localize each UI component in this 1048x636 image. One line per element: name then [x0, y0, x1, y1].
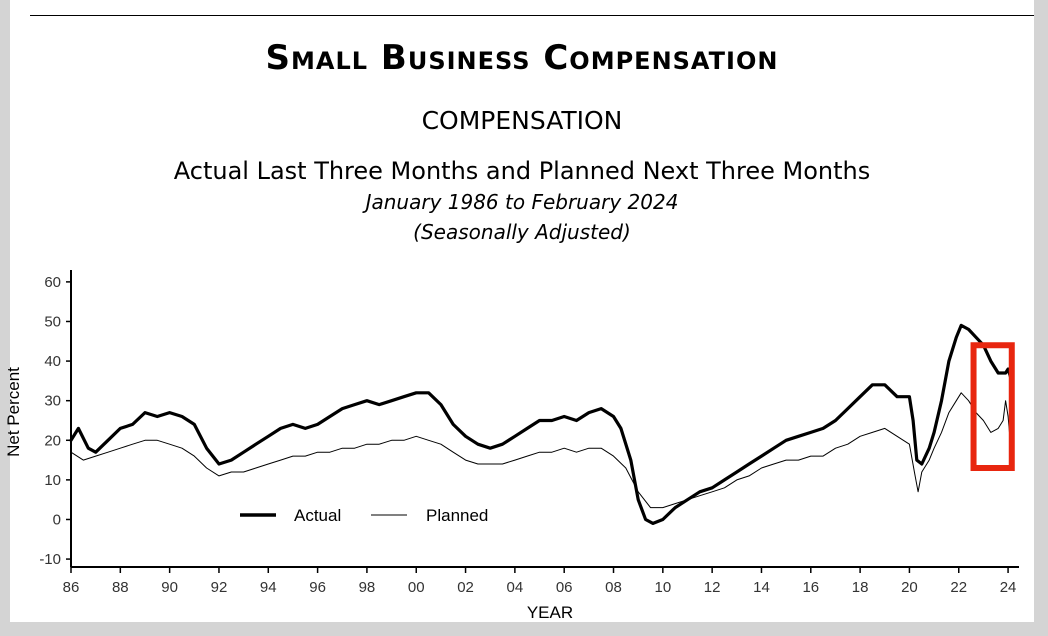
x-tick-label: 00: [408, 579, 425, 596]
x-tick-label: 10: [654, 579, 671, 596]
x-tick-label: 20: [901, 579, 918, 596]
x-tick-label: 02: [457, 579, 474, 596]
y-tick-label: 30: [44, 393, 61, 410]
y-tick-label: -10: [39, 551, 61, 568]
legend-label-planned: Planned: [426, 506, 488, 525]
chart-ticks: -10 0 10 20 30 40 50 60 86 88 90 92 94 96 98 00 02 04 06 08…: [39, 274, 1016, 596]
adjustment-note: (Seasonally Adjusted): [413, 220, 631, 244]
section-subtitle: COMPENSATION: [421, 106, 623, 135]
top-divider: [30, 15, 1034, 16]
x-tick-label: 22: [950, 579, 967, 596]
x-tick-label: 92: [211, 579, 228, 596]
legend-label-actual: Actual: [294, 506, 341, 525]
x-tick-label: 12: [704, 579, 721, 596]
y-axis-title: Net Percent: [4, 367, 23, 457]
page-title: Small Business Compensation: [265, 38, 779, 78]
x-tick-label: 98: [359, 579, 376, 596]
series-line-planned: [70, 392, 1011, 509]
chart-series: [69, 323, 1013, 525]
chart-panel: [10, 0, 1034, 622]
y-tick-label: 0: [53, 511, 61, 528]
chart-description: Actual Last Three Months and Planned Nex…: [173, 157, 871, 185]
x-tick-label: 94: [260, 579, 277, 596]
date-range: January 1986 to February 2024: [365, 190, 679, 214]
x-tick-label: 06: [556, 579, 573, 596]
y-tick-label: 40: [44, 353, 61, 370]
x-tick-label: 90: [161, 579, 178, 596]
x-tick-label: 96: [309, 579, 326, 596]
x-tick-label: 14: [753, 579, 770, 596]
x-tick-label: 18: [852, 579, 869, 596]
highlight-box: [970, 342, 1015, 471]
y-tick-label: 10: [44, 472, 61, 489]
x-tick-label: 04: [507, 579, 524, 596]
series-line-actual: [69, 323, 1013, 525]
x-tick-label: 86: [63, 579, 80, 596]
x-tick-label: 16: [802, 579, 819, 596]
y-tick-label: 60: [44, 274, 61, 291]
x-tick-label: 88: [112, 579, 129, 596]
x-axis-title: YEAR: [527, 603, 573, 622]
y-tick-label: 20: [44, 432, 61, 449]
x-tick-label: 24: [1000, 579, 1017, 596]
y-tick-label: 50: [44, 313, 61, 330]
chart-legend: Actual Planned: [240, 506, 488, 525]
highlight-layer: [970, 342, 1015, 471]
x-tick-label: 08: [605, 579, 622, 596]
chart-axes: [70, 270, 1019, 568]
